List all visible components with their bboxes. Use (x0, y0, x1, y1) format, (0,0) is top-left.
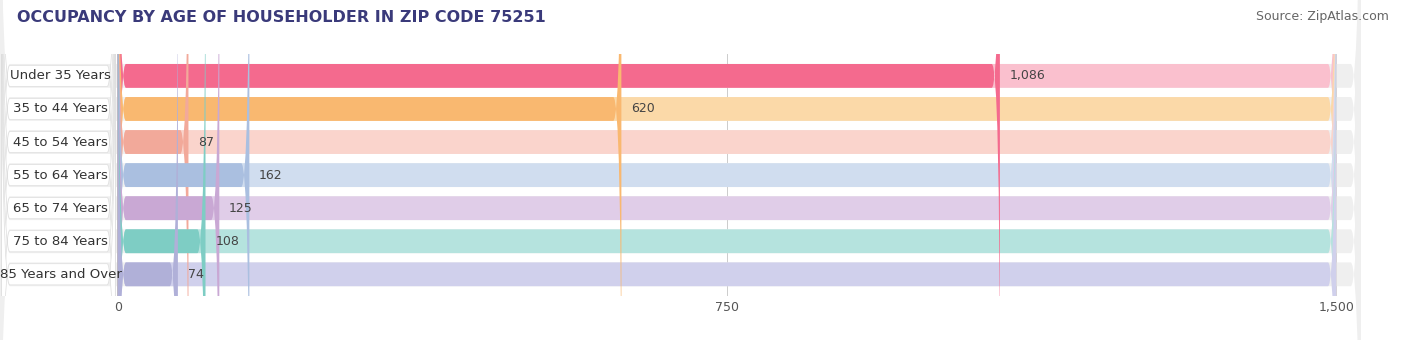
Text: 108: 108 (215, 235, 239, 248)
FancyBboxPatch shape (118, 0, 1336, 340)
Text: 85 Years and Over: 85 Years and Over (0, 268, 121, 281)
Text: OCCUPANCY BY AGE OF HOUSEHOLDER IN ZIP CODE 75251: OCCUPANCY BY AGE OF HOUSEHOLDER IN ZIP C… (17, 10, 546, 25)
FancyBboxPatch shape (118, 0, 1336, 340)
FancyBboxPatch shape (0, 0, 1361, 340)
Text: 45 to 54 Years: 45 to 54 Years (13, 136, 108, 149)
FancyBboxPatch shape (1, 0, 115, 340)
Text: 87: 87 (198, 136, 214, 149)
FancyBboxPatch shape (118, 0, 219, 340)
FancyBboxPatch shape (1, 0, 115, 340)
FancyBboxPatch shape (0, 0, 1361, 340)
Text: Under 35 Years: Under 35 Years (10, 69, 111, 82)
FancyBboxPatch shape (118, 0, 621, 340)
FancyBboxPatch shape (118, 0, 1336, 340)
FancyBboxPatch shape (118, 0, 1336, 340)
Text: 75 to 84 Years: 75 to 84 Years (13, 235, 108, 248)
FancyBboxPatch shape (118, 0, 179, 340)
FancyBboxPatch shape (0, 0, 1361, 340)
Text: 55 to 64 Years: 55 to 64 Years (13, 169, 108, 182)
FancyBboxPatch shape (118, 0, 249, 340)
Text: 125: 125 (229, 202, 253, 215)
Text: 1,086: 1,086 (1010, 69, 1046, 82)
Text: 74: 74 (187, 268, 204, 281)
Text: 35 to 44 Years: 35 to 44 Years (13, 102, 108, 116)
FancyBboxPatch shape (0, 0, 1361, 340)
FancyBboxPatch shape (1, 0, 115, 340)
FancyBboxPatch shape (118, 0, 1000, 340)
FancyBboxPatch shape (118, 0, 1336, 340)
FancyBboxPatch shape (1, 0, 115, 340)
FancyBboxPatch shape (0, 0, 1361, 340)
FancyBboxPatch shape (118, 0, 205, 340)
FancyBboxPatch shape (1, 0, 115, 340)
FancyBboxPatch shape (1, 0, 115, 340)
FancyBboxPatch shape (118, 0, 188, 340)
FancyBboxPatch shape (0, 0, 1361, 340)
Text: 620: 620 (631, 102, 655, 116)
Text: 65 to 74 Years: 65 to 74 Years (13, 202, 108, 215)
FancyBboxPatch shape (0, 0, 1361, 340)
FancyBboxPatch shape (118, 0, 1336, 340)
Text: 162: 162 (259, 169, 283, 182)
FancyBboxPatch shape (1, 0, 115, 340)
Text: Source: ZipAtlas.com: Source: ZipAtlas.com (1256, 10, 1389, 23)
FancyBboxPatch shape (118, 0, 1336, 340)
